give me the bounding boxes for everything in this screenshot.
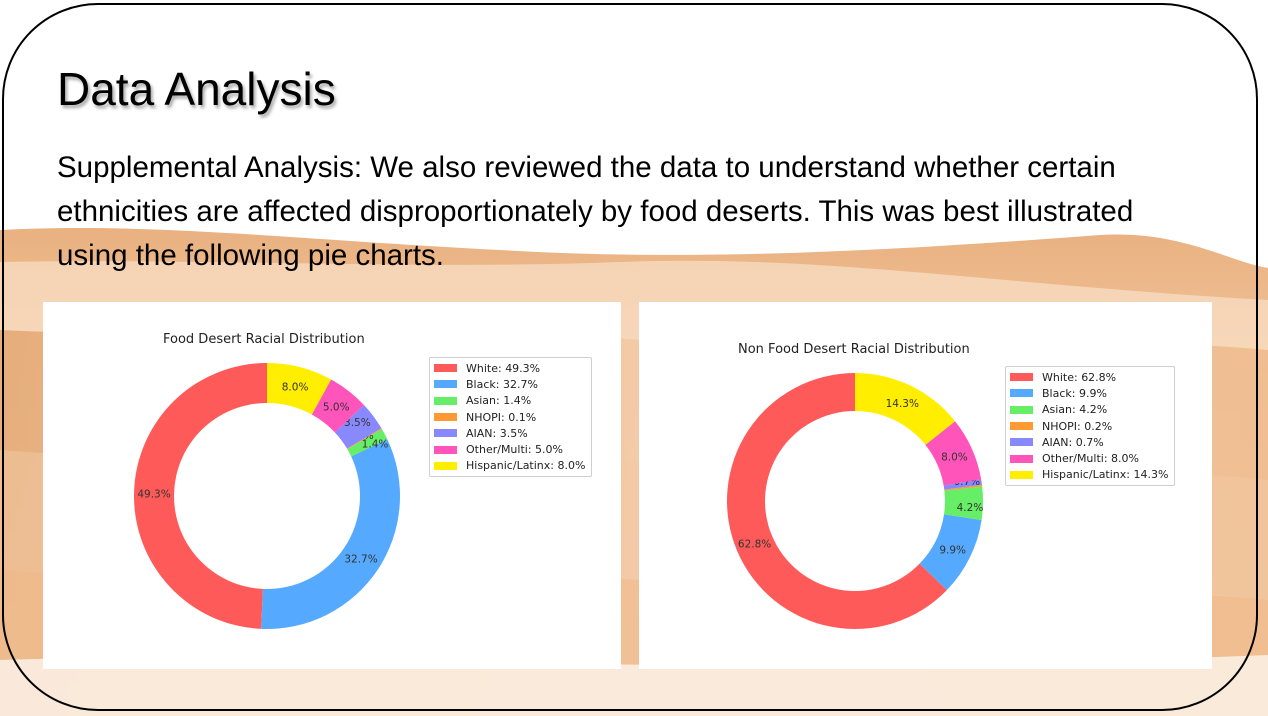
legend-swatch [434,461,457,470]
slice-label: 1.4% [362,438,389,450]
legend-item: Asian: 4.2% [1010,402,1168,418]
slice-label: 14.3% [886,398,919,410]
donut-slice-aian [334,404,382,449]
donut-slice-hispanic-latinx [855,373,956,445]
legend-label: Black: 9.9% [1042,386,1107,400]
legend-label: Other/Multi: 5.0% [466,443,563,457]
legend-item: White: 49.3% [434,360,585,376]
chart-title: Non Food Desert Racial Distribution [738,342,970,357]
slice-label: 62.8% [738,538,771,550]
legend-label: Hispanic/Latinx: 14.3% [1042,468,1169,482]
legend-swatch [1010,373,1033,382]
legend-item: Asian: 1.4% [434,393,585,409]
legend-label: AIAN: 0.7% [1042,435,1104,449]
chart-legend: White: 49.3% Black: 32.7% Asian: 1.4% NHOPI… [429,357,593,478]
legend-label: NHOPI: 0.2% [1042,419,1113,433]
food-desert-chart: 49.3%32.7%1.4%0.1%3.5%5.0%8.0% Food Dese… [43,302,621,669]
non-food-desert-chart: 62.8%9.9%4.2%0.2%0.7%8.0%14.3% Non Food … [639,302,1212,669]
donut-slice-other-multi [925,421,982,486]
legend-swatch [434,429,457,438]
legend-item: Hispanic/Latinx: 8.0% [434,458,585,474]
donut-slice-asian [944,486,983,521]
legend-swatch [434,380,457,389]
slice-label: 32.7% [344,554,377,566]
legend-item: Black: 32.7% [434,376,585,392]
legend-label: Asian: 1.4% [466,394,532,408]
legend-item: AIAN: 3.5% [434,425,585,441]
slice-label: 8.0% [941,451,968,463]
legend-swatch [434,396,457,405]
legend-item: NHOPI: 0.1% [434,409,585,425]
legend-label: Hispanic/Latinx: 8.0% [466,459,586,473]
slice-label: 5.0% [323,402,350,414]
legend-item: Other/Multi: 8.0% [1010,450,1168,466]
legend-swatch [1010,389,1033,398]
donut-slice-nhopi [347,428,382,450]
food-desert-donut: 49.3%32.7%1.4%0.1%3.5%5.0%8.0% [134,363,401,629]
donut-slice-white [727,373,947,629]
legend-swatch [434,413,457,422]
slice-label: 49.3% [137,489,170,501]
donut-slice-white [134,363,267,629]
chart-title: Food Desert Racial Distribution [163,332,365,347]
legend-swatch [1010,405,1033,414]
donut-slice-black [919,514,982,591]
legend-item: Hispanic/Latinx: 14.3% [1010,467,1168,483]
legend-swatch [1010,422,1033,431]
legend-item: NHOPI: 0.2% [1010,418,1168,434]
legend-swatch [434,445,457,454]
donut-slice-aian [943,479,982,490]
legend-label: Asian: 4.2% [1042,403,1108,417]
slice-label: 8.0% [282,382,309,394]
legend-label: White: 49.3% [466,361,541,375]
donut-slice-hispanic-latinx [267,363,332,415]
donut-slice-nhopi [944,484,983,491]
legend-swatch [1010,438,1033,447]
legend-label: AIAN: 3.5% [466,426,528,440]
slide-title: Data Analysis [57,63,336,115]
legend-item: Other/Multi: 5.0% [434,441,585,457]
legend-swatch [1010,454,1033,463]
chart-legend: White: 62.8% Black: 9.9% Asian: 4.2% NHOPI:… [1005,366,1176,487]
non-food-desert-donut: 62.8%9.9%4.2%0.2%0.7%8.0%14.3% [727,373,984,629]
legend-label: White: 62.8% [1042,370,1117,384]
donut-slice-black [261,439,401,629]
slice-label: 4.2% [957,502,984,514]
donut-slice-other-multi [311,379,364,433]
legend-item: Black: 9.9% [1010,385,1168,401]
legend-swatch [1010,470,1033,479]
slice-label: 9.9% [939,544,966,556]
slice-label: 3.5% [344,417,371,429]
legend-label: NHOPI: 0.1% [466,410,537,424]
donut-slice-asian [347,429,388,457]
legend-label: Black: 32.7% [466,377,538,391]
legend-label: Other/Multi: 8.0% [1042,452,1139,466]
legend-item: White: 62.8% [1010,369,1168,385]
legend-swatch [434,364,457,373]
slide-body-text: Supplemental Analysis: We also reviewed … [57,151,1134,272]
legend-item: AIAN: 0.7% [1010,434,1168,450]
